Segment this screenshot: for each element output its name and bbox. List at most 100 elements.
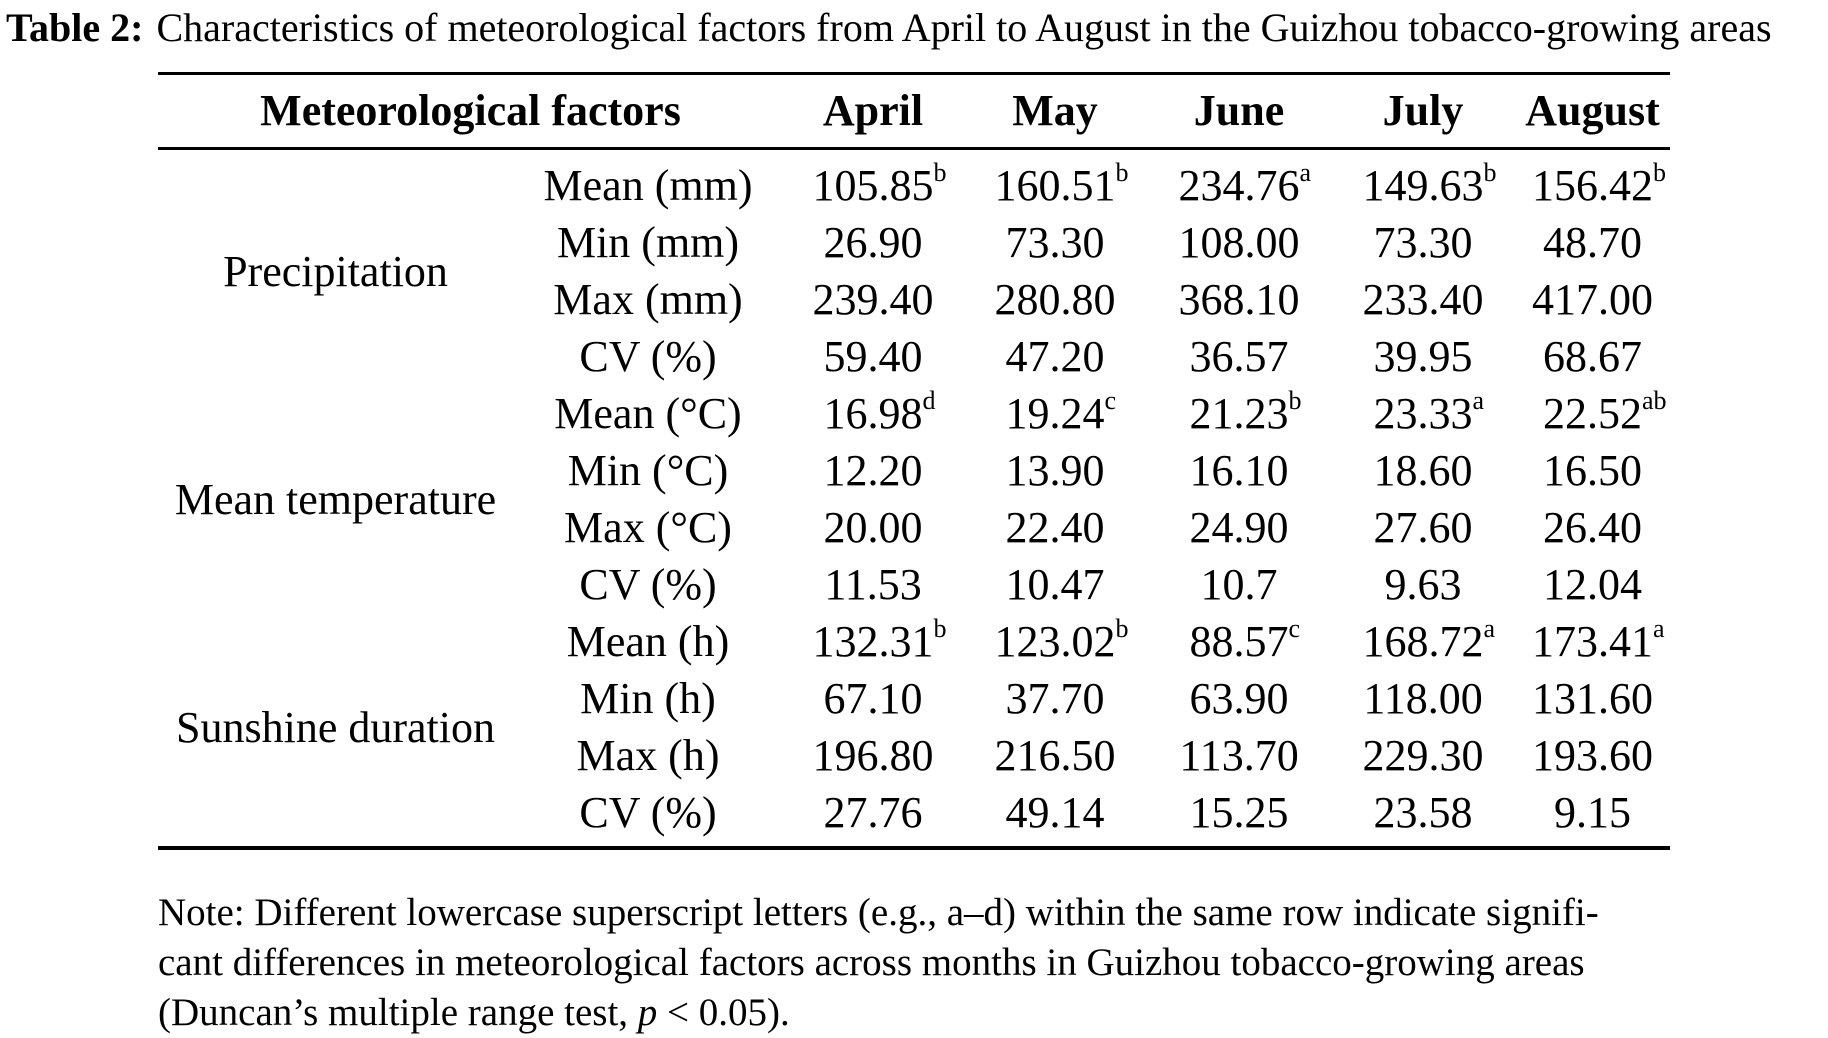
table-row: CV (%) 59.40 47.20 36.57 39.95 68.67 [158,329,1670,386]
value-cell: 173.41 a [1515,614,1670,671]
cell-value: 234.76 a [1178,158,1312,210]
value-cell: 9.63 [1331,557,1515,614]
cell-value: 48.70 [1543,218,1643,267]
table-note: Note: Different lowercase superscript le… [158,888,1718,1038]
table-row: Min (h) 67.10 37.70 63.90 118.00 131.60 [158,671,1670,728]
value-cell: 49.14 [963,785,1147,842]
metric-label-mean-c-: Mean (°C) [554,389,742,438]
value-cell: 234.76 a [1147,158,1331,215]
value-cell: 113.70 [1147,728,1331,785]
note-text: (Duncan’s multiple range test, [158,991,638,1034]
metric-label-max-c-: Max (°C) [564,503,732,552]
value-cell: 16.50 [1515,443,1670,500]
value-cell: 108.00 [1147,215,1331,272]
cell-value: 26.40 [1543,503,1643,552]
value-cell: 132.31 b [783,614,963,671]
cell-value: 22.52 ab [1543,386,1667,438]
table-body: Precipitation Mean (mm) 105.85 b 160.51 b 234.… [158,149,1670,848]
value-cell: 193.60 [1515,728,1670,785]
header-month-july: July [1331,73,1516,150]
note-line-2: cant differences in meteorological facto… [158,938,1718,988]
metric-label-min-c-: Min (°C) [567,446,729,495]
significance-superscript: b [933,614,947,644]
value-cell: 229.30 [1331,728,1515,785]
cell-value: 216.50 [994,731,1116,780]
value-cell: 118.00 [1331,671,1515,728]
table-row: Min (°C) 12.20 13.90 16.10 18.60 16.50 [158,443,1670,500]
value-cell: 59.40 [783,329,963,386]
cell-value: 12.04 [1543,560,1643,609]
value-cell: 168.72 a [1331,614,1515,671]
cell-value: 168.72 a [1362,614,1496,666]
table-row: Min (mm) 26.90 73.30 108.00 73.30 48.70 [158,215,1670,272]
metric-label-cv-: CV (%) [579,332,717,381]
cell-value: 239.40 [812,275,934,324]
value-cell: 12.20 [783,443,963,500]
cell-value: 417.00 [1532,275,1654,324]
cell-value: 9.15 [1554,788,1632,837]
cell-value: 233.40 [1362,275,1484,324]
value-cell: 67.10 [783,671,963,728]
metric-label-min-mm-: Min (mm) [556,218,740,267]
significance-superscript: b [1115,158,1129,188]
cell-value: 10.7 [1200,560,1278,609]
metric-label-min-h-: Min (h) [580,674,716,723]
value-cell: 15.25 [1147,785,1331,842]
cell-value: 368.10 [1178,275,1300,324]
value-cell: 23.58 [1331,785,1515,842]
cell-value: 10.47 [1005,560,1105,609]
cell-value: 23.33 a [1373,386,1485,438]
metric-label-max-mm-: Max (mm) [553,275,743,324]
value-cell: 10.7 [1147,557,1331,614]
cell-value: 280.80 [994,275,1116,324]
cell-value: 26.90 [823,218,923,267]
cell-value: 12.20 [823,446,923,495]
cell-value: 196.80 [812,731,934,780]
cell-value: 118.00 [1363,674,1483,723]
cell-value: 47.20 [1005,332,1105,381]
value-cell: 27.60 [1331,500,1515,557]
meteorological-table: Meteorological factors April May June Ju… [158,72,1671,850]
value-cell: 149.63 b [1331,158,1515,215]
table-row: CV (%) 11.53 10.47 10.7 9.63 12.04 [158,557,1670,614]
value-cell: 22.40 [963,500,1147,557]
cell-value: 13.90 [1005,446,1105,495]
significance-superscript: a [1299,158,1312,188]
value-cell: 36.57 [1147,329,1331,386]
value-cell: 47.20 [963,329,1147,386]
value-cell: 233.40 [1331,272,1515,329]
value-cell: 48.70 [1515,215,1670,272]
value-cell: 73.30 [963,215,1147,272]
value-cell: 68.67 [1515,329,1670,386]
value-cell: 63.90 [1147,671,1331,728]
value-cell: 368.10 [1147,272,1331,329]
value-cell: 37.70 [963,671,1147,728]
note-text: cant differences in meteorological facto… [158,941,1585,984]
value-cell: 12.04 [1515,557,1670,614]
header-month-june: June [1147,73,1332,150]
group-label-sunshine-duration: Sunshine duration [176,702,495,752]
cell-value: 88.57 c [1189,614,1301,666]
cell-value: 22.40 [1005,503,1105,552]
header-month-may: May [963,73,1148,150]
cell-value: 24.90 [1189,503,1289,552]
cell-value: 160.51 b [994,158,1129,210]
cell-value: 27.60 [1373,503,1473,552]
cell-value: 36.57 [1189,332,1289,381]
cell-value: 11.53 [824,560,922,609]
significance-superscript: b [1653,158,1667,188]
value-cell: 156.42 b [1515,158,1670,215]
group-label-mean-temperature: Mean temperature [174,474,497,524]
significance-superscript: b [933,158,947,188]
table-row: CV (%) 27.76 49.14 15.25 23.58 9.15 [158,785,1670,842]
value-cell: 26.90 [783,215,963,272]
value-cell: 16.10 [1147,443,1331,500]
note-text: Note: Different lowercase superscript le… [158,891,1599,934]
cell-value: 132.31 b [812,614,947,666]
table-row: Max (°C) 20.00 22.40 24.90 27.60 26.40 [158,500,1670,557]
header-month-august: August [1515,73,1671,150]
metric-label-cv-: CV (%) [579,560,717,609]
note-text: < 0.05). [657,991,790,1034]
cell-value: 73.30 [1373,218,1473,267]
